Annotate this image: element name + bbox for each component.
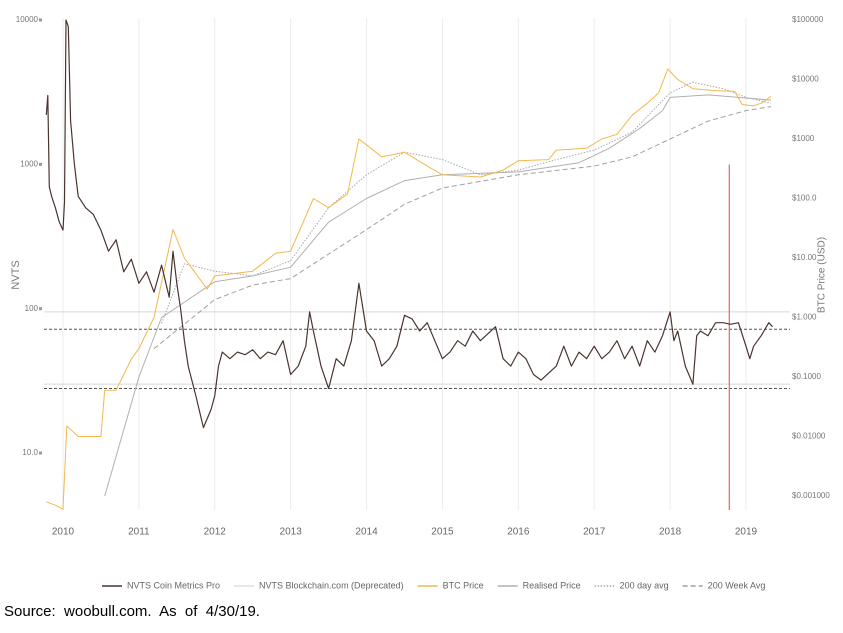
series-line <box>45 19 773 429</box>
series-line <box>46 68 772 510</box>
x-tick-label: 2012 <box>204 527 227 538</box>
y-tick-mark <box>39 307 42 311</box>
series-line <box>104 94 772 497</box>
y2-tick-label: $0.001000 <box>792 491 830 500</box>
legend-label: 200 Week Avg <box>708 580 766 590</box>
y2-tick-label: $10000 <box>792 75 819 84</box>
y-tick-mark <box>39 18 42 22</box>
y2-tick-label: $10.00 <box>792 253 817 262</box>
series-line <box>153 106 772 349</box>
y2-axis-label: BTC Price (USD) <box>817 237 828 313</box>
x-tick-label: 2011 <box>128 527 150 538</box>
x-tick-label: 2019 <box>735 527 758 538</box>
y-tick-label: 10.0 <box>22 448 38 457</box>
y-tick-label: 10000 <box>16 15 39 24</box>
y-tick-mark <box>39 162 42 166</box>
legend-label: NVTS Blockchain.com (Deprecated) <box>259 580 404 590</box>
x-tick-label: 2015 <box>431 527 454 538</box>
x-tick-label: 2010 <box>52 527 75 538</box>
y-tick-label: 100 <box>25 304 39 313</box>
y-tick-mark <box>39 451 42 455</box>
source-note: Source: woobull.com. As of 4/30/19. <box>4 603 260 620</box>
y-tick-label: 1000 <box>20 159 38 168</box>
x-tick-label: 2014 <box>355 527 378 538</box>
legend-label: Realised Price <box>523 580 581 590</box>
series-line <box>161 81 772 324</box>
legend-label: NVTS Coin Metrics Pro <box>127 580 220 590</box>
x-tick-label: 2017 <box>583 527 606 538</box>
x-tick-label: 2013 <box>280 527 303 538</box>
y2-tick-label: $0.01000 <box>792 432 826 441</box>
y2-tick-label: $1.000 <box>792 313 817 322</box>
legend-label: 200 day avg <box>620 580 669 590</box>
x-tick-label: 2018 <box>659 527 682 538</box>
x-tick-label: 2016 <box>507 527 530 538</box>
y-axis-label: NVTS <box>10 260 22 289</box>
legend-label: BTC Price <box>443 580 484 590</box>
y2-tick-label: $0.1000 <box>792 372 821 381</box>
y2-tick-label: $100000 <box>792 15 824 24</box>
y2-tick-label: $1000 <box>792 134 815 143</box>
y2-tick-label: $100.0 <box>792 194 817 203</box>
